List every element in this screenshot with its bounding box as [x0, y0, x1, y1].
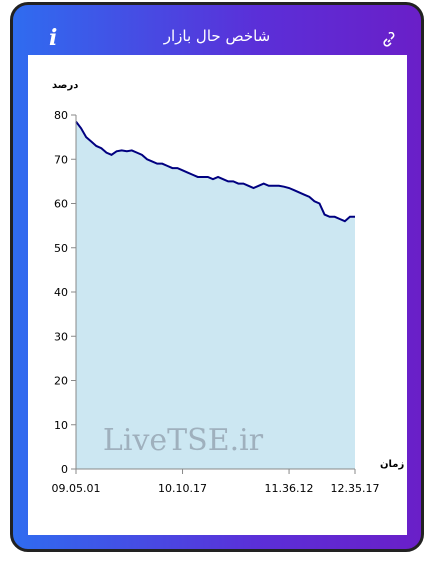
- x-tick-label: 12.35.17: [331, 482, 380, 495]
- x-tick-label: 10.10.17: [158, 482, 207, 495]
- area: [76, 121, 355, 469]
- y-tick-label: 20: [54, 375, 68, 388]
- header-title: شاخص حال بازار: [163, 27, 271, 45]
- y-tick-label: 50: [54, 242, 68, 255]
- y-tick-label: 70: [54, 153, 68, 166]
- x-tick-label: 11.36.12: [265, 482, 314, 495]
- info-icon[interactable]: i: [49, 25, 58, 51]
- y-tick-label: 60: [54, 198, 68, 211]
- x-axis-label: زمان: [380, 459, 404, 470]
- y-tick-label: 30: [54, 330, 68, 343]
- watermark: LiveTSE.ir: [103, 423, 264, 458]
- y-tick-label: 10: [54, 419, 68, 432]
- y-tick-label: 40: [54, 286, 68, 299]
- x-tick-label: 09.05.01: [52, 482, 101, 495]
- line: [75, 121, 355, 223]
- link-icon[interactable]: [381, 32, 397, 48]
- y-tick-label: 80: [54, 109, 68, 122]
- y-tick-label: 0: [61, 463, 68, 476]
- y-axis-label: درصد: [52, 80, 78, 91]
